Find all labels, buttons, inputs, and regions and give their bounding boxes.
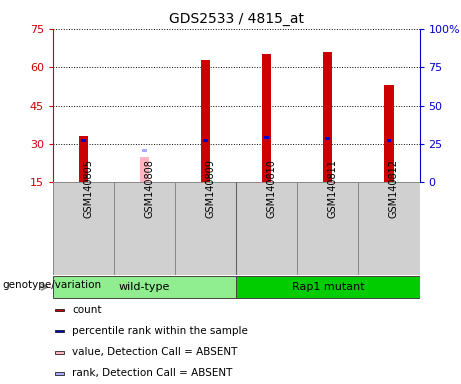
Bar (297, 182, 358, 275)
Bar (262, 55, 272, 182)
Bar (203, 139, 208, 142)
Bar (201, 60, 210, 182)
Bar (55, 330, 65, 333)
Bar (55, 309, 65, 311)
Bar (264, 136, 269, 139)
Text: wild-type: wild-type (119, 281, 170, 291)
Bar (55, 351, 65, 354)
Bar (114, 182, 175, 275)
Text: GSM140805: GSM140805 (83, 159, 94, 218)
Bar (358, 182, 420, 275)
Text: percentile rank within the sample: percentile rank within the sample (72, 326, 248, 336)
Bar (79, 136, 88, 182)
Text: genotype/variation: genotype/variation (2, 280, 101, 290)
Bar (236, 182, 297, 275)
Bar (55, 372, 65, 375)
Bar (386, 139, 391, 142)
Bar (53, 182, 114, 275)
Bar (236, 276, 420, 298)
Text: value, Detection Call = ABSENT: value, Detection Call = ABSENT (72, 347, 237, 358)
Bar (142, 149, 147, 152)
Text: count: count (72, 305, 101, 315)
Title: GDS2533 / 4815_at: GDS2533 / 4815_at (169, 12, 304, 26)
Text: GSM140809: GSM140809 (206, 159, 216, 218)
Bar (140, 157, 149, 182)
Bar (175, 182, 236, 275)
Text: Rap1 mutant: Rap1 mutant (291, 281, 364, 291)
Text: rank, Detection Call = ABSENT: rank, Detection Call = ABSENT (72, 368, 232, 379)
Text: GSM140810: GSM140810 (267, 159, 277, 218)
Bar (323, 52, 332, 182)
Text: GSM140812: GSM140812 (389, 159, 399, 218)
Bar (53, 276, 236, 298)
Text: GSM140808: GSM140808 (145, 159, 154, 218)
Text: GSM140811: GSM140811 (328, 159, 338, 218)
Bar (81, 139, 86, 142)
Bar (384, 85, 394, 182)
Bar (325, 137, 331, 140)
